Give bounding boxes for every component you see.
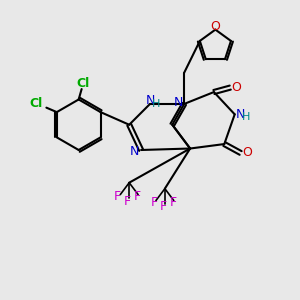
Text: F: F: [170, 196, 177, 208]
Text: H: H: [152, 99, 161, 109]
Text: F: F: [134, 190, 141, 202]
Text: H: H: [242, 112, 250, 122]
Text: N: N: [236, 108, 245, 121]
Text: O: O: [242, 146, 252, 160]
Text: Cl: Cl: [29, 97, 43, 110]
Text: Cl: Cl: [76, 76, 90, 90]
Text: F: F: [151, 196, 158, 208]
Text: F: F: [123, 195, 130, 208]
Text: F: F: [160, 200, 167, 213]
Text: F: F: [114, 190, 121, 202]
Text: O: O: [231, 81, 241, 94]
Text: O: O: [211, 20, 220, 33]
Text: N: N: [146, 94, 155, 107]
Text: N: N: [130, 145, 139, 158]
Text: N: N: [174, 96, 184, 109]
